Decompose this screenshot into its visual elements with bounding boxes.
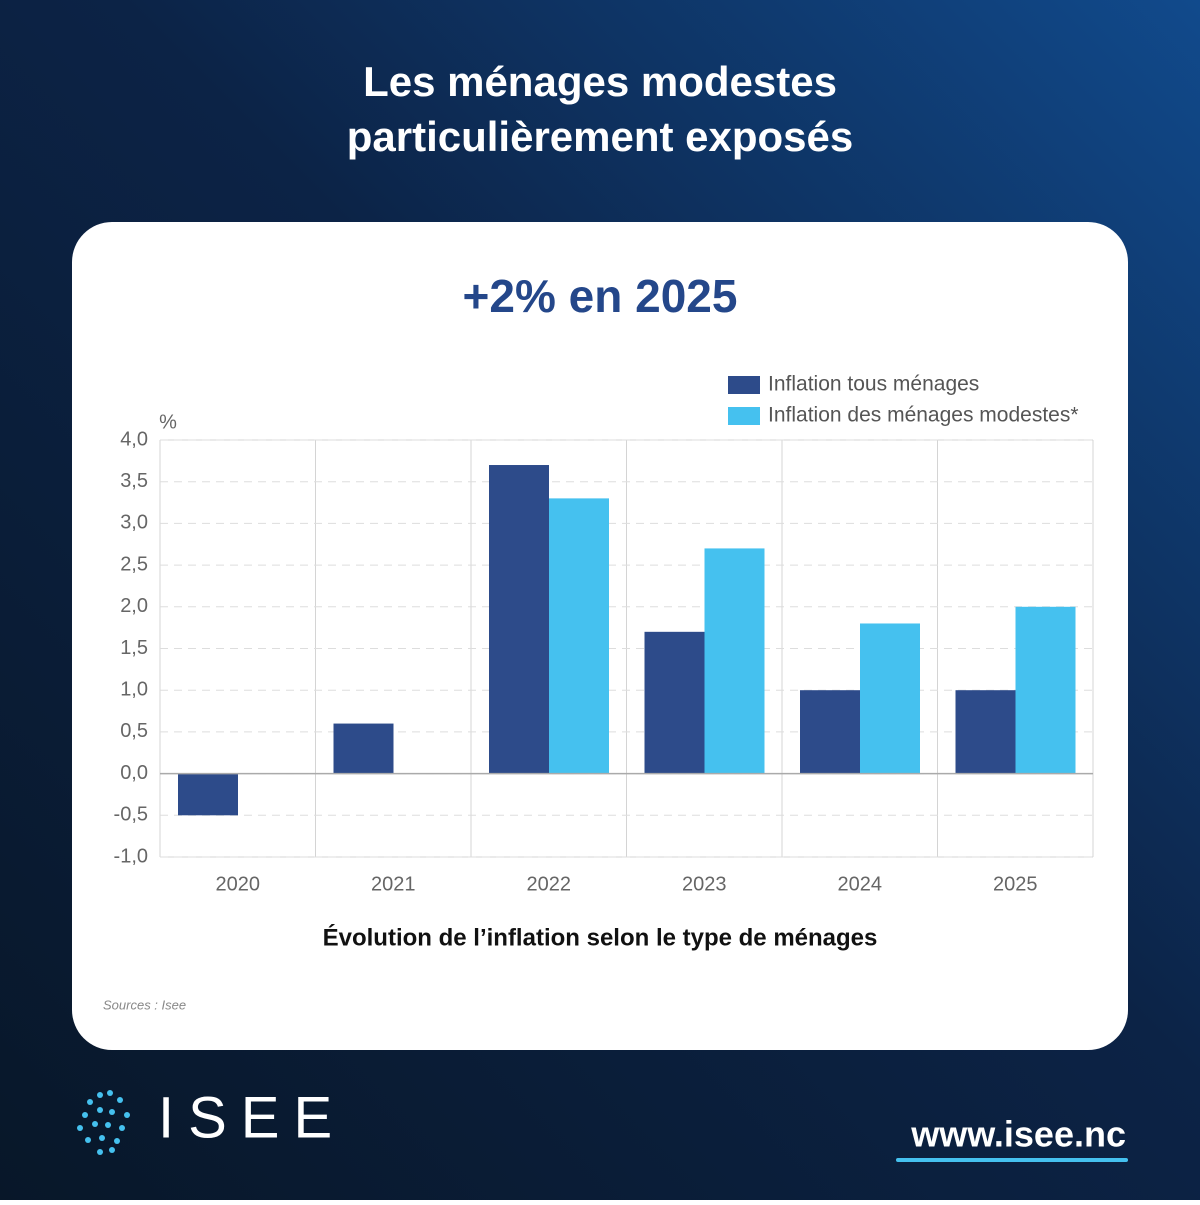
x-tick-label: 2023 [682,873,727,895]
y-tick-label: 0,0 [120,762,148,784]
logo-icon [77,1090,130,1155]
y-tick-label: 4,0 [120,428,148,450]
x-tick-label: 2021 [371,873,416,895]
x-tick-label: 2020 [216,873,261,895]
url-underline [896,1158,1128,1162]
website-url[interactable]: www.isee.nc [910,1114,1126,1155]
logo-text: ISEE [158,1085,346,1150]
x-tick-label: 2024 [838,873,883,895]
legend-label: Inflation tous ménages [768,373,979,396]
y-tick-label: 2,0 [120,595,148,617]
y-tick-label: -1,0 [114,845,148,867]
legend-swatch [728,376,760,394]
y-axis-unit: % [159,411,177,433]
bar [644,631,705,774]
bar [860,623,920,774]
bar [178,773,238,816]
y-tick-label: 1,5 [120,637,148,659]
bar [489,465,549,774]
bar [333,723,394,774]
bar [549,498,609,774]
legend-label: Inflation des ménages modestes* [768,404,1079,427]
bar [955,690,1016,774]
y-tick-label: 0,5 [120,720,148,742]
card-heading: +2% en 2025 [463,270,738,322]
title-line: Les ménages modestes [363,58,837,105]
y-tick-label: -0,5 [114,804,148,826]
y-tick-label: 3,0 [120,512,148,534]
legend-swatch [728,407,760,425]
x-tick-label: 2022 [527,873,572,895]
chart-caption: Évolution de l’inflation selon le type d… [323,923,878,951]
x-tick-label: 2025 [993,873,1038,895]
y-tick-label: 1,0 [120,678,148,700]
bar [704,548,765,774]
bar [1015,606,1076,774]
y-tick-label: 2,5 [120,553,148,575]
y-tick-label: 3,5 [120,470,148,492]
title-line: particulièrement exposés [347,113,854,160]
source: Sources : Isee [103,997,186,1012]
bar [800,690,860,774]
